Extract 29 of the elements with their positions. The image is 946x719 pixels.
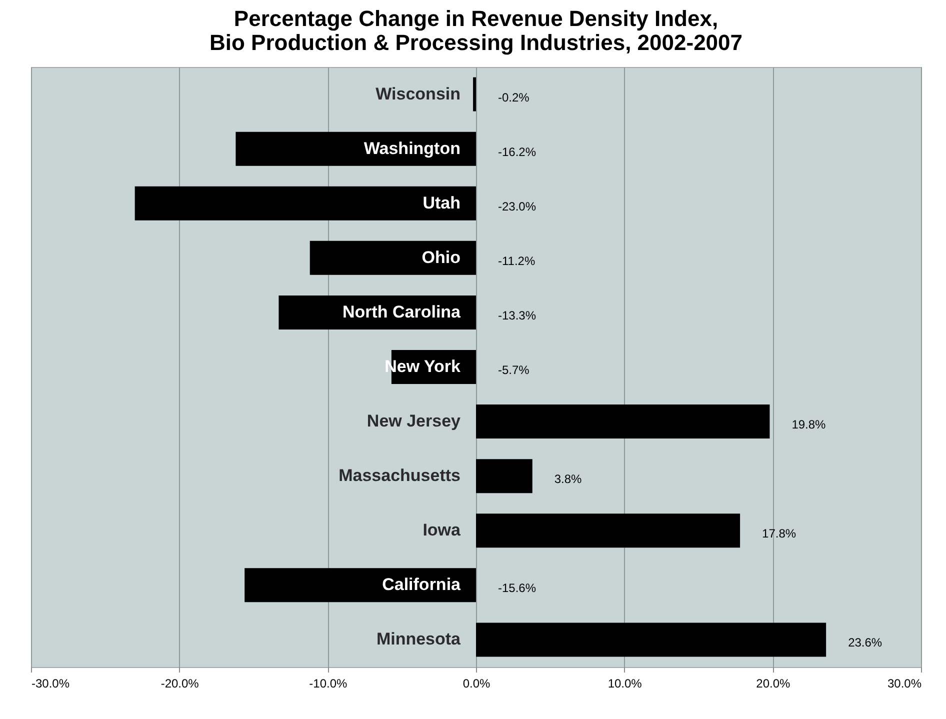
x-tick-label: -30.0%: [32, 676, 70, 690]
x-tick-label: -20.0%: [160, 676, 200, 690]
y-tick-label: California: [382, 575, 462, 594]
data-label: -15.6%: [498, 581, 536, 596]
x-tick-label: 10.0%: [608, 676, 642, 690]
data-label: -5.7%: [498, 363, 530, 377]
y-tick-label: Minnesota: [376, 630, 462, 649]
y-tick-label: Ohio: [422, 248, 460, 267]
chart-title: Percentage Change in Revenue Density Index, Bio Production & Processing Industries, 2002-2007: [209, 6, 743, 55]
data-label: 23.6%: [848, 636, 882, 650]
y-tick-label: Utah: [422, 193, 460, 212]
data-label: 19.8%: [792, 418, 826, 432]
x-tick-label: 20.0%: [756, 676, 791, 690]
data-label: -16.2%: [498, 144, 536, 159]
x-tick-label: 30.0%: [887, 676, 922, 690]
x-tick-label: -10.0%: [309, 676, 348, 690]
x-tick-label: 0.0%: [462, 676, 490, 690]
y-tick-label: New Jersey: [366, 412, 462, 431]
data-label: -13.3%: [498, 308, 536, 322]
y-tick-label: North Carolina: [342, 302, 462, 322]
data-label: -0.2%: [498, 90, 530, 104]
y-tick-label: Wisconsin: [376, 84, 460, 104]
y-tick-label: Iowa: [422, 520, 462, 540]
data-label: 3.8%: [554, 472, 582, 486]
y-tick-label: Washington: [364, 138, 460, 158]
data-label: -11.2%: [498, 254, 536, 268]
y-tick-label: Massachusetts: [338, 466, 460, 486]
data-label: -23.0%: [498, 199, 536, 214]
data-label: 17.8%: [762, 526, 796, 541]
